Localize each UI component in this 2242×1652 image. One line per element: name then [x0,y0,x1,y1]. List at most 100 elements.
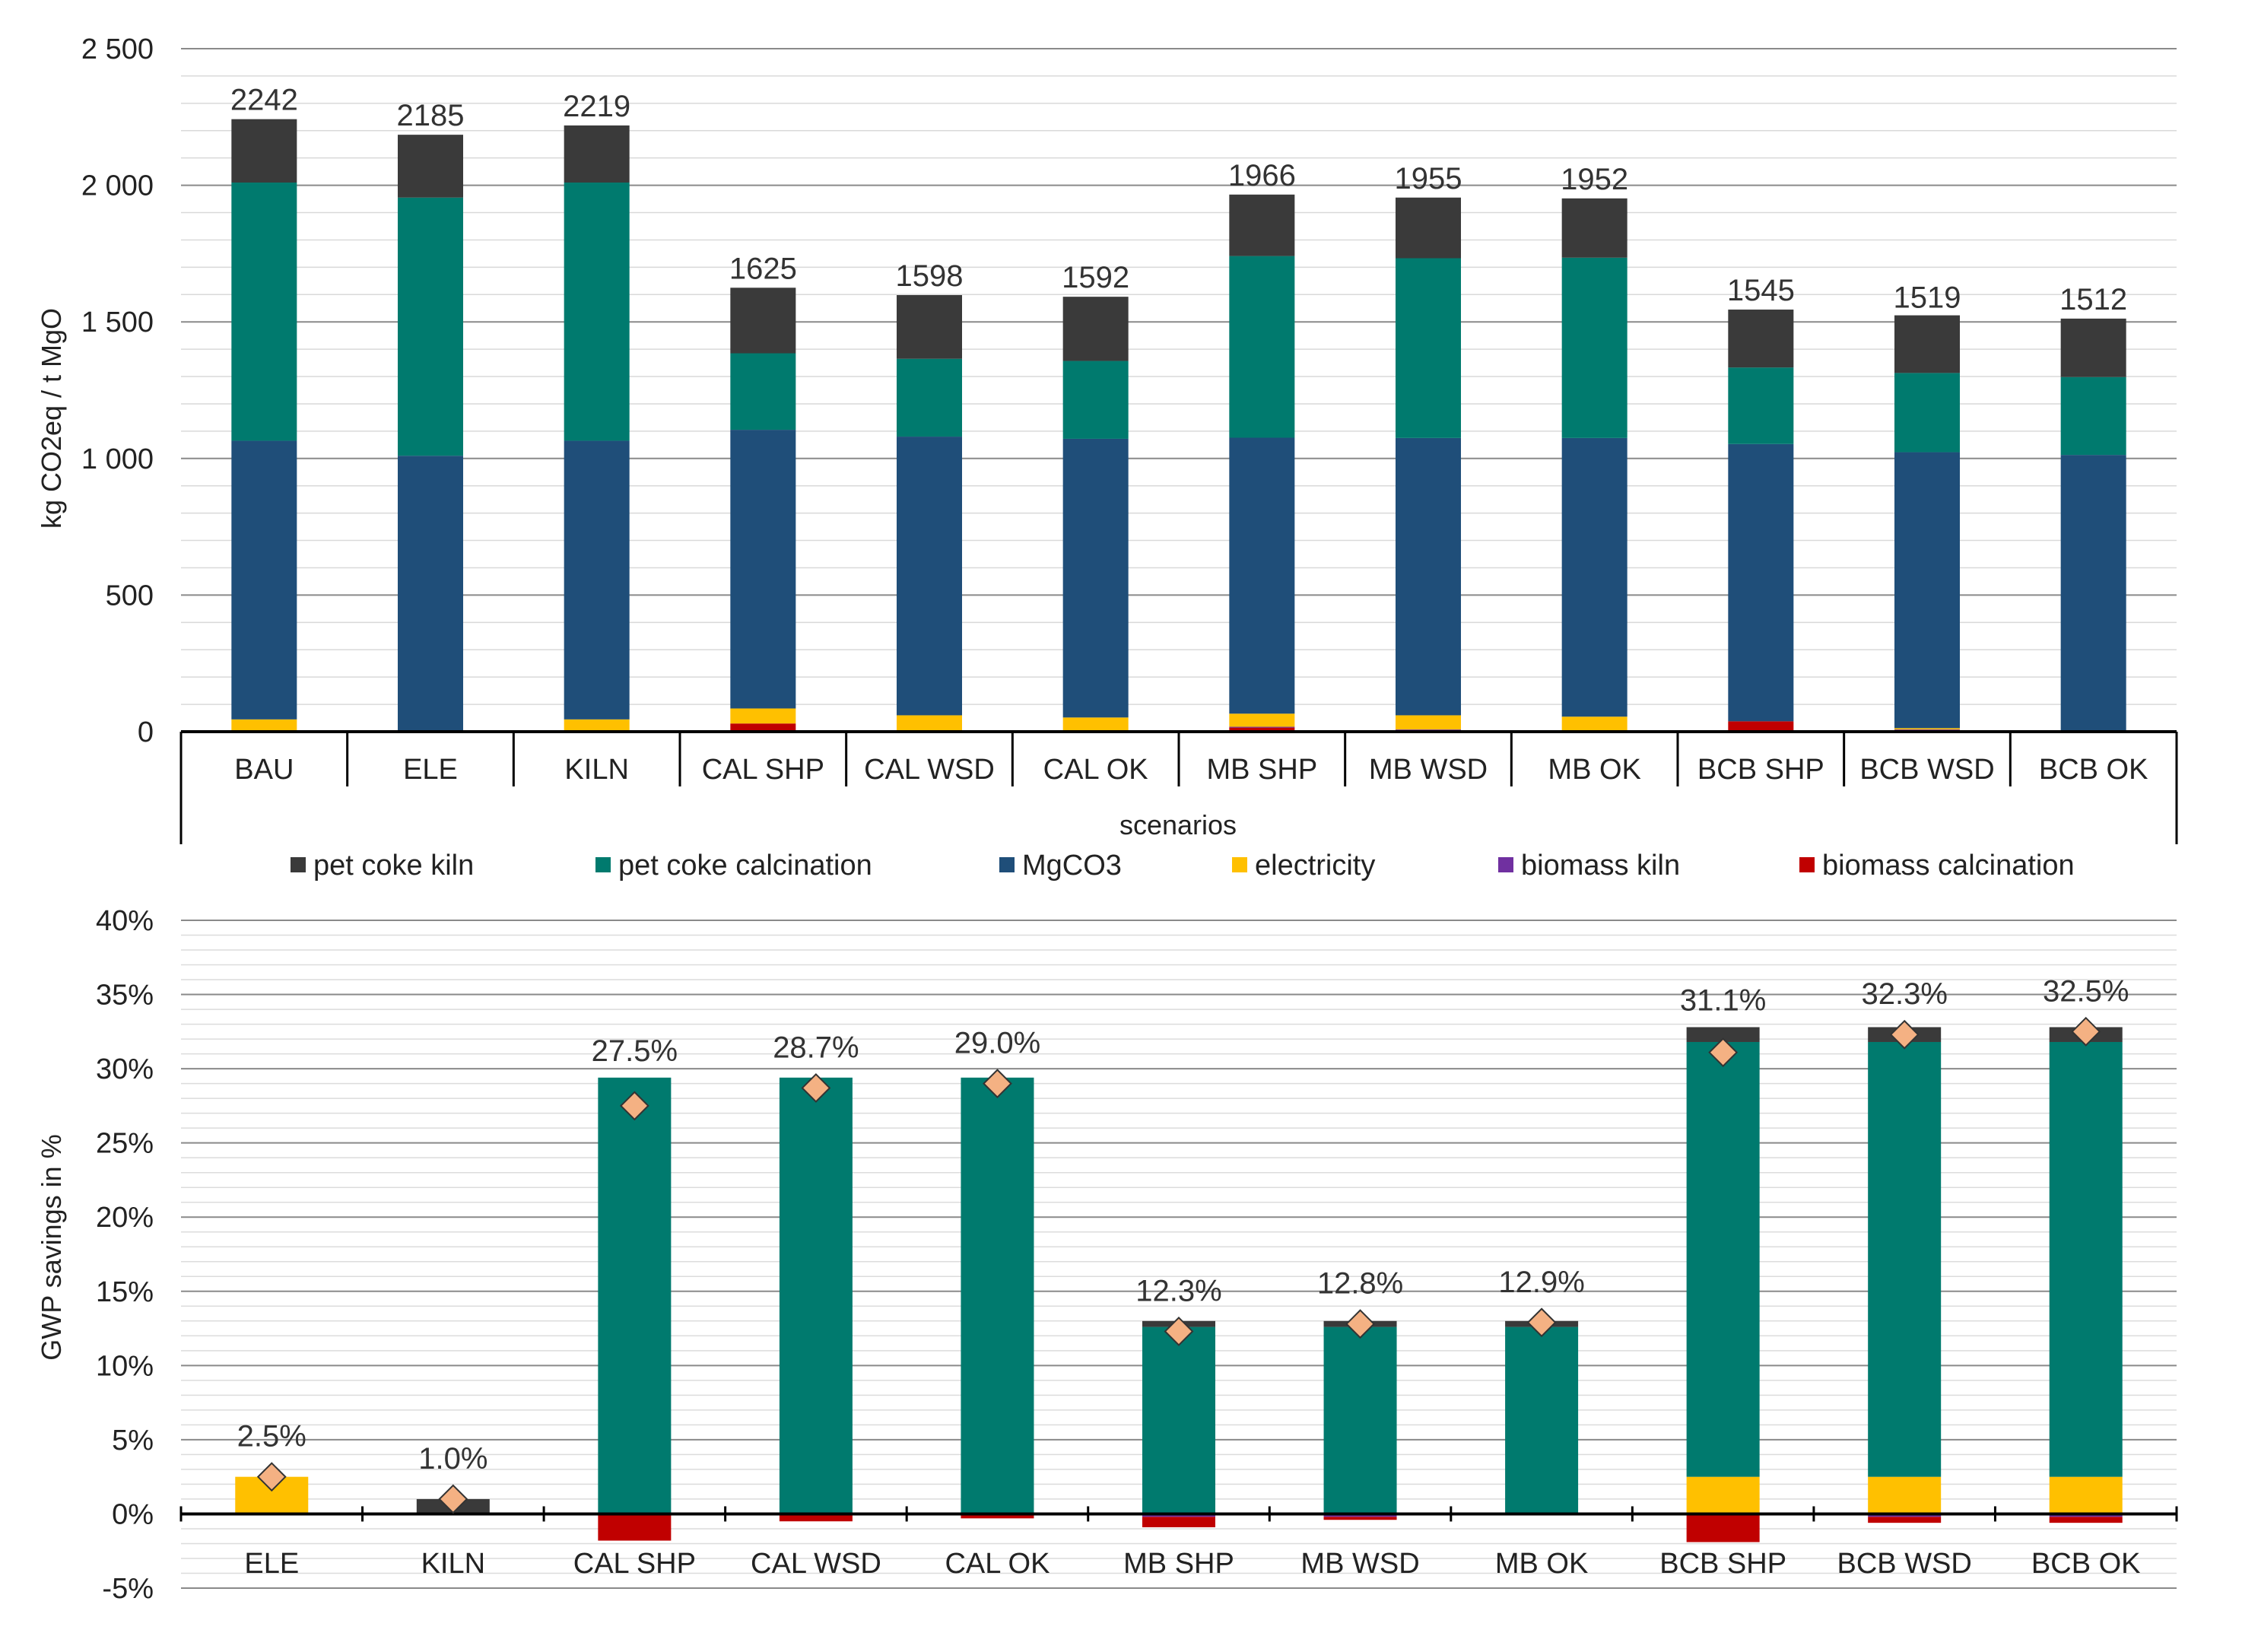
bar-segment-pet-coke-calcination [1396,258,1461,438]
legend-label: electricity [1255,850,1375,882]
bar-segment-pet-coke-calcination [1062,361,1129,439]
savings-net-markers [256,1016,2101,1514]
category-label: MB OK [1495,1548,1588,1580]
y-tick-label: 30% [96,1053,154,1085]
bar-segment-biomass-calcination [1323,1517,1397,1520]
category-label: ELE [403,754,458,786]
emissions-x-axis-title: scenarios [1119,809,1237,840]
category-label: BAU [234,754,294,786]
bar-segment-electricity [1229,713,1295,727]
net-saving-marker [619,1091,649,1121]
bar-segment-electricity [231,719,297,732]
total-label: 2185 [397,99,465,132]
bar-segment-pet-coke-kiln [1229,194,1295,256]
bar-segment-pet-coke-calcination [1728,367,1794,444]
emissions-category-labels: BAU ELE KILN CAL SHP CAL WSD CAL OK MB SHP MB W… [234,754,2148,786]
bar-segment-pet-coke-calcination [1561,257,1628,438]
emissions-y-axis-title: kg CO2eq / t MgO [36,308,67,529]
net-saving-marker [1889,1019,1920,1050]
bar-segment-electricity [1686,1476,1760,1514]
bar-segment-electricity [2049,1476,2123,1514]
legend-label: pet coke calcination [618,850,872,882]
category-label: CAL SHP [702,754,824,786]
bar-segment-biomass-kiln [1229,726,1295,728]
bar-segment-mgco3 [1728,443,1794,722]
bar-segment-biomass-calcination [1686,1514,1760,1542]
savings-chart: -5% 0% 5% 10% 15% 20% 25% 30% 35% 40% ELE KILN CAL … [36,905,2178,1605]
bar-segment-pet-coke-calcination [897,358,962,437]
bar-segment-electricity [730,708,796,724]
bar-segment-biomass-kiln [1894,729,1960,731]
category-label: MB SHP [1123,1548,1234,1580]
bar-segment-pet-coke-calcination [779,1077,853,1514]
savings-y-axis-title: GWP savings in % [36,1134,67,1360]
bar-segment-pet-coke-calcination [1229,256,1295,438]
bar-segment-mgco3 [897,437,962,716]
category-label: CAL WSD [864,754,995,786]
net-saving-label: 12.8% [1317,1267,1403,1301]
savings-net-labels: 2.5% 1.0% 27.5% 28.7% 29.0% 12.3% 12.8% 12.9% 31… [237,974,2129,1476]
total-label: 1598 [896,259,964,293]
y-tick-label: 1 500 [81,307,154,338]
bar-segment-pet-coke-calcination [231,183,297,441]
net-saving-label: 28.7% [773,1031,859,1064]
bar-segment-pet-coke-kiln [564,125,630,183]
bar-segment-pet-coke-calcination [2049,1041,2123,1477]
category-label: MB WSD [1369,754,1488,786]
emissions-bars [231,119,2126,732]
bar-segment-pet-coke-kiln [398,135,463,198]
bar-segment-pet-coke-calcination [1142,1326,1215,1514]
bar-segment-pet-coke-kiln [2060,318,2126,377]
legend-swatch [1799,857,1815,872]
category-label: BCB OK [2039,754,2148,786]
bar-segment-mgco3 [1062,438,1129,718]
category-label: BCB WSD [1837,1548,1972,1580]
y-tick-label: 35% [96,980,154,1012]
bar-segment-biomass-calcination [1229,727,1295,732]
category-label: KILN [421,1548,485,1580]
bar-segment-biomass-calcination [1868,1517,1942,1523]
bar-segment-pet-coke-kiln [1686,1027,1760,1042]
bar-segment-mgco3 [730,430,796,709]
bar-segment-mgco3 [398,456,463,732]
y-tick-label: 2 000 [81,170,154,202]
category-label: BCB SHP [1659,1548,1786,1580]
category-label: CAL OK [1043,754,1148,786]
y-tick-label: 10% [96,1350,154,1382]
net-saving-marker [1526,1307,1557,1338]
y-tick-label: 0 [138,716,154,748]
bar-segment-electricity [1561,716,1628,732]
total-label: 1545 [1727,274,1795,307]
net-saving-marker [1345,1309,1375,1339]
bar-segment-pet-coke-kiln [1728,310,1794,368]
bar-segment-biomass-calcination [1142,1517,1215,1528]
category-label: BCB SHP [1697,754,1824,786]
bar-segment-pet-coke-kiln [231,119,297,183]
bar-segment-mgco3 [1894,452,1960,729]
y-tick-label: 15% [96,1276,154,1308]
bar-segment-pet-coke-calcination [2060,376,2126,456]
category-label: MB WSD [1300,1548,1419,1580]
category-label: MB OK [1548,754,1640,786]
bar-segment-electricity [1868,1476,1942,1514]
net-saving-marker [983,1069,1012,1099]
bar-segment-pet-coke-calcination [1323,1326,1397,1514]
bar-segment-electricity [1396,715,1461,730]
net-saving-marker [256,1462,287,1492]
y-tick-label: 2 500 [81,33,154,65]
emissions-gridlines [181,48,2177,705]
bar-segment-biomass-calcination [2049,1517,2123,1523]
category-label: BCB OK [2031,1548,2141,1580]
bar-segment-pet-coke-calcination [598,1077,672,1514]
total-label: 1512 [2059,283,2127,316]
net-saving-marker [2071,1016,2101,1047]
legend-swatch [595,857,611,872]
net-saving-label: 27.5% [592,1034,678,1068]
legend-swatch [999,857,1015,872]
net-saving-marker [1164,1317,1194,1346]
category-label: MB SHP [1206,754,1317,786]
total-label: 1955 [1395,162,1462,195]
bar-segment-biomass-calcination [961,1514,1034,1519]
emissions-total-labels: 2242 2185 2219 1625 1598 1592 1966 1955 1952 1545… [230,84,2127,316]
savings-category-labels: ELE KILN CAL SHP CAL WSD CAL OK MB SHP MB WSD M… [244,1548,2140,1580]
